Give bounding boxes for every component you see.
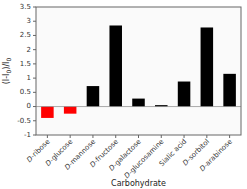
y-tick-label: -1 bbox=[24, 131, 31, 139]
x-tick bbox=[138, 135, 139, 138]
y-tick-label: 3 bbox=[27, 17, 31, 25]
y-tick-label: 2.5 bbox=[20, 31, 31, 39]
plot-frame bbox=[36, 7, 241, 135]
x-axis-label: Carbohydrate bbox=[111, 179, 166, 188]
y-tick-label: 3.5 bbox=[20, 3, 31, 11]
x-tick-label: D-arabinose bbox=[198, 138, 234, 174]
y-axis-label: (I-I0)/I0 bbox=[2, 58, 12, 85]
bar bbox=[223, 74, 236, 107]
zero-line bbox=[36, 106, 241, 107]
chart-svg: -1 -0.5 0 0.5 1 1.5 2 2.5 3 3.5 D-riboseD-glucoseD… bbox=[0, 0, 247, 189]
bar bbox=[132, 99, 145, 107]
chart-container: -1 -0.5 0 0.5 1 1.5 2 2.5 3 3.5 D-riboseD-glucoseD… bbox=[0, 0, 247, 189]
x-tick bbox=[92, 135, 93, 138]
x-tick bbox=[184, 135, 185, 138]
y-tick-label: 1 bbox=[27, 74, 31, 82]
x-tick bbox=[229, 135, 230, 138]
bar bbox=[64, 107, 77, 114]
x-tick bbox=[161, 135, 162, 138]
y-tick-label: -0.5 bbox=[17, 117, 31, 125]
bar bbox=[201, 27, 214, 106]
bar bbox=[87, 86, 100, 106]
x-tick bbox=[206, 135, 207, 138]
x-tick-label: D-glucosamine bbox=[123, 138, 166, 181]
y-tick-label: 0 bbox=[27, 102, 31, 110]
y-tick-label: 1.5 bbox=[20, 60, 31, 68]
x-axis: D-riboseD-glucoseD-mannoseD-fructoseD-ga… bbox=[25, 135, 234, 180]
bars bbox=[41, 25, 236, 117]
x-tick bbox=[47, 135, 48, 138]
bar bbox=[41, 107, 54, 118]
x-tick bbox=[70, 135, 71, 138]
bar bbox=[109, 25, 122, 106]
y-tick-label: 0.5 bbox=[20, 88, 31, 96]
y-axis: -1 -0.5 0 0.5 1 1.5 2 2.5 3 3.5 bbox=[17, 3, 36, 139]
y-tick-label: 2 bbox=[27, 46, 31, 54]
x-tick bbox=[115, 135, 116, 138]
bar bbox=[178, 82, 191, 107]
plot-background bbox=[36, 7, 241, 135]
